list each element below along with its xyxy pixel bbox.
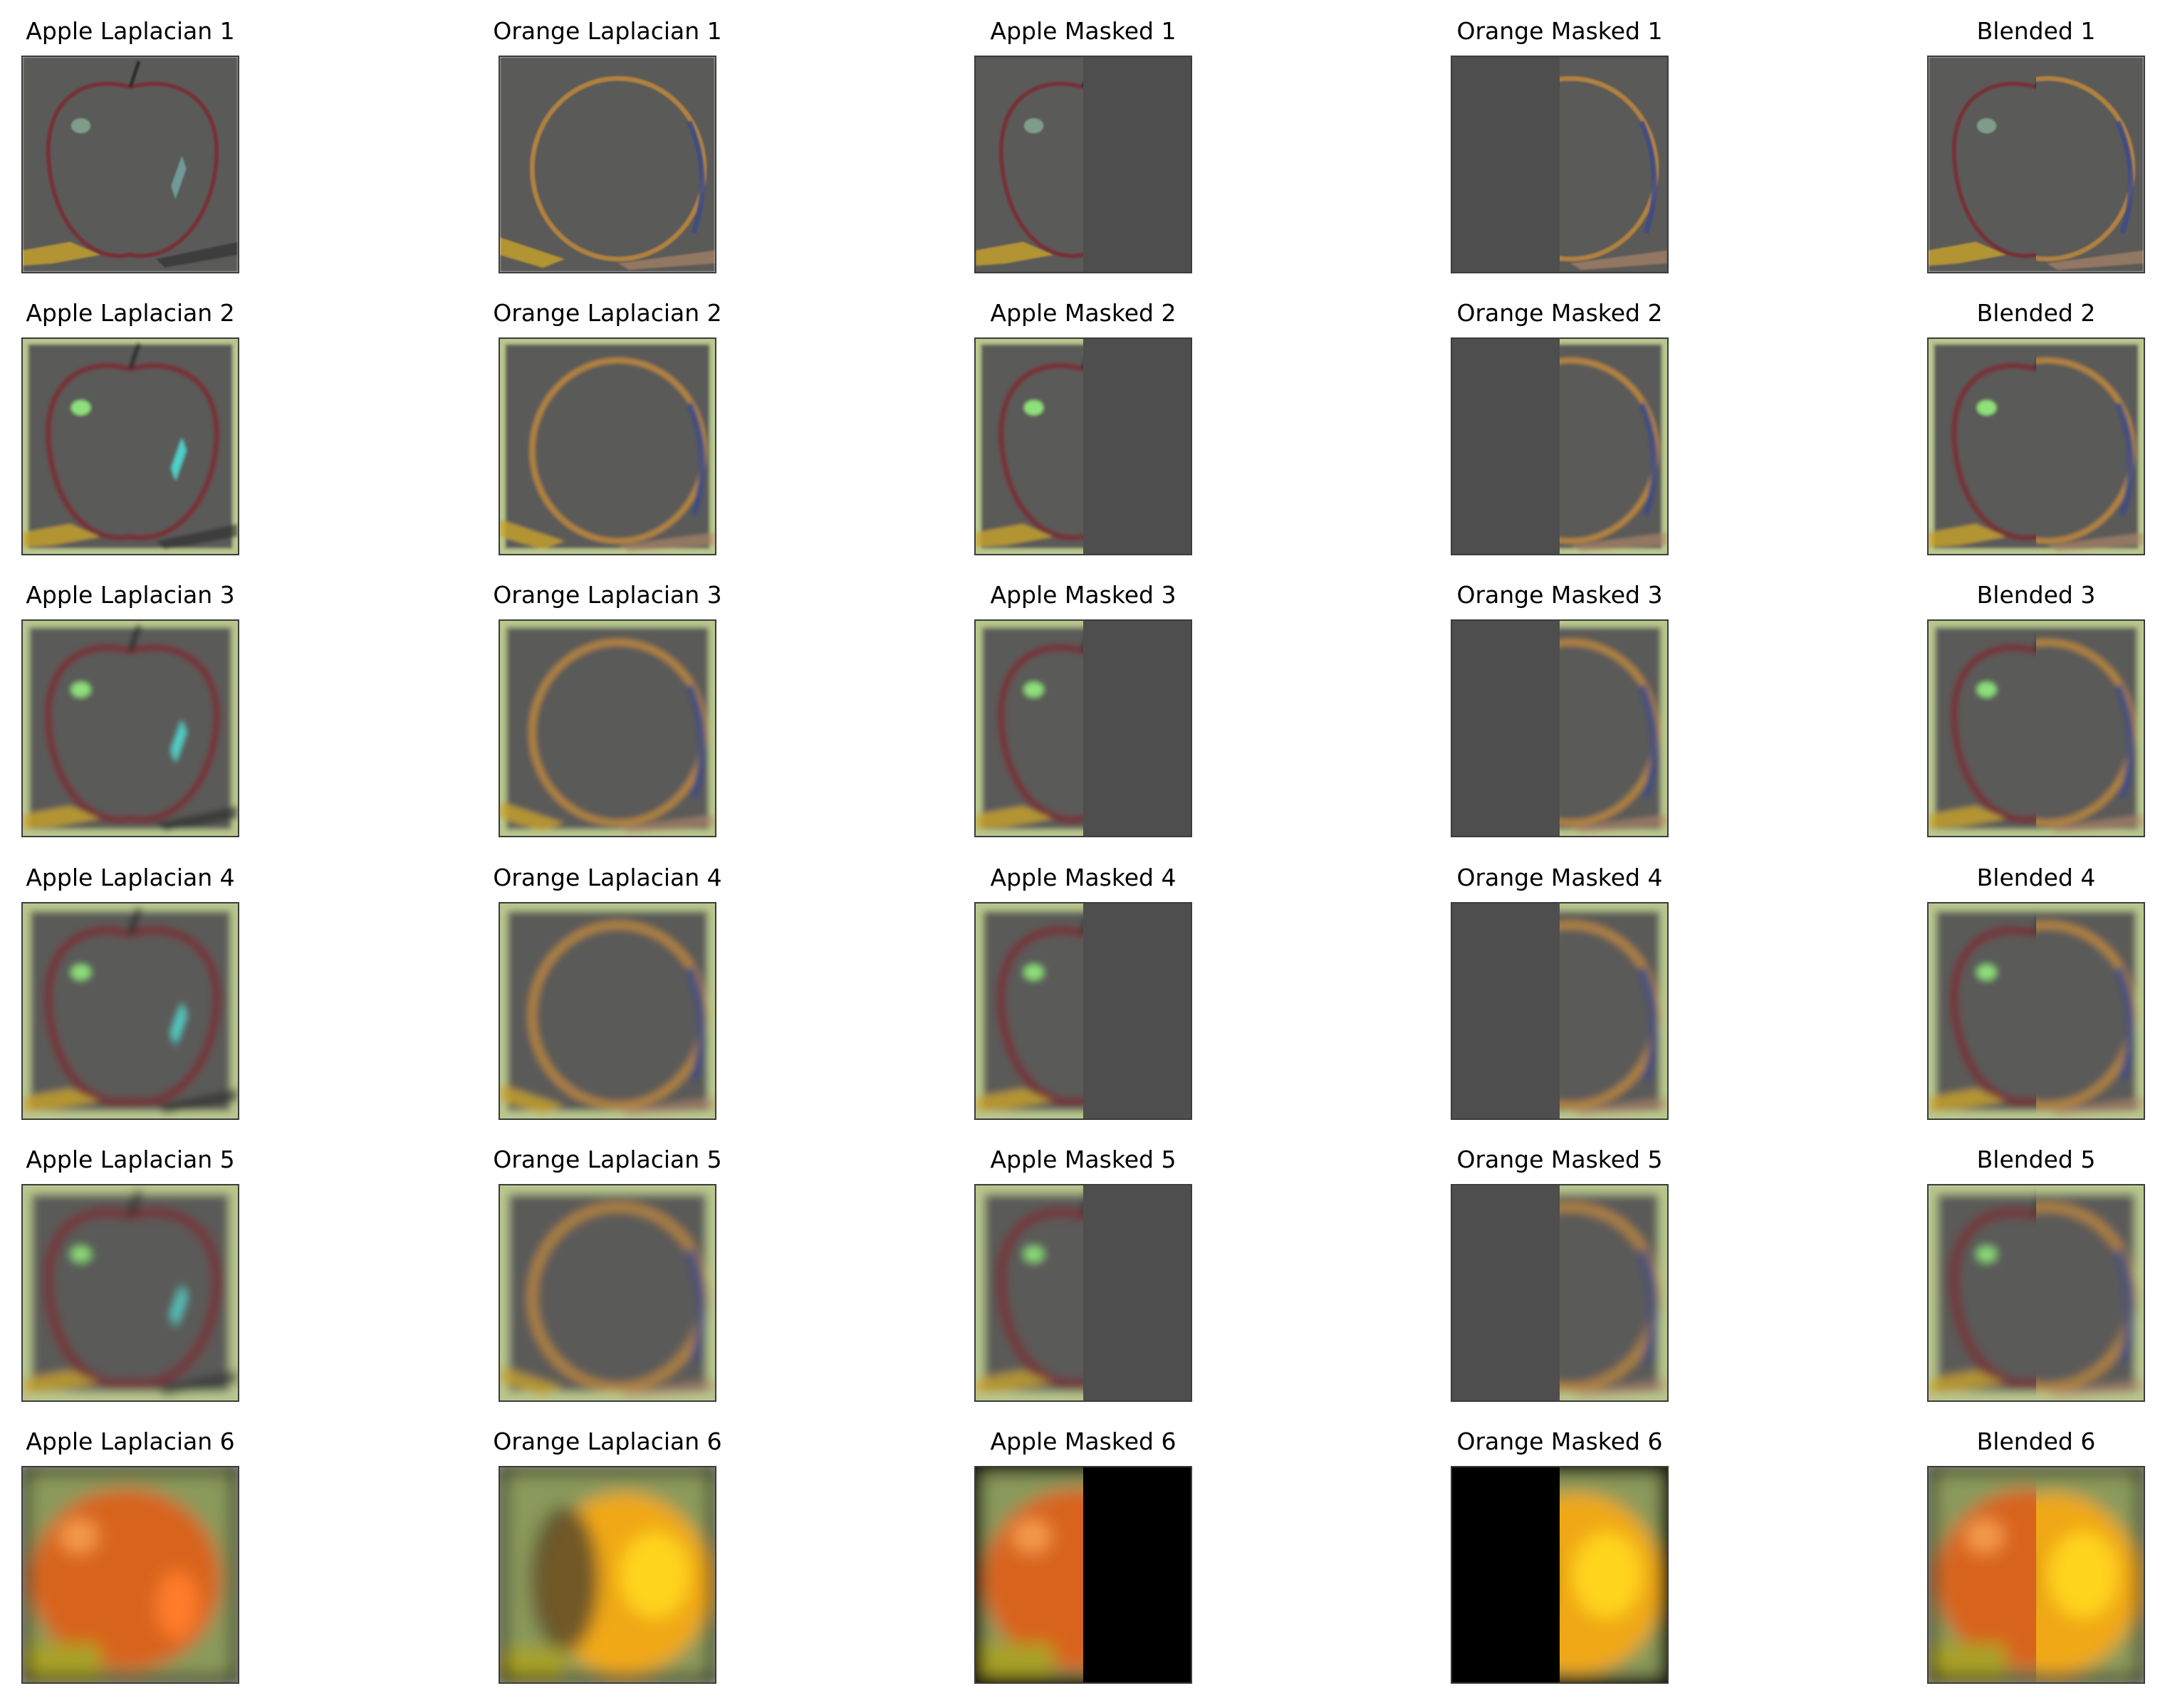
image-tile bbox=[1451, 902, 1669, 1120]
pyramid-image bbox=[500, 57, 715, 272]
panel-title: Apple Laplacian 1 bbox=[26, 17, 235, 45]
pyramid-image bbox=[500, 903, 715, 1118]
panel-title: Blended 5 bbox=[1976, 1146, 2096, 1173]
image-tile bbox=[499, 619, 716, 837]
pyramid-image bbox=[500, 339, 715, 554]
image-tile bbox=[1927, 619, 2145, 837]
pyramid-image bbox=[500, 1467, 715, 1682]
image-tile bbox=[1927, 56, 2145, 273]
panel-title: Apple Masked 4 bbox=[990, 864, 1177, 891]
image-tile bbox=[1451, 1184, 1669, 1402]
image-tile bbox=[499, 1184, 716, 1402]
panel-title: Apple Laplacian 2 bbox=[26, 299, 235, 327]
pyramid-image bbox=[1452, 1185, 1667, 1400]
image-tile bbox=[21, 1184, 239, 1402]
panel-title: Blended 4 bbox=[1976, 864, 2096, 891]
pyramid-image bbox=[1452, 1467, 1667, 1682]
pyramid-image bbox=[1929, 903, 2144, 1118]
panel-title: Blended 2 bbox=[1976, 299, 2096, 327]
panel-title: Apple Masked 6 bbox=[990, 1427, 1177, 1455]
image-tile bbox=[974, 902, 1192, 1120]
image-tile bbox=[21, 337, 239, 555]
panel-title: Orange Masked 3 bbox=[1456, 581, 1663, 609]
image-tile bbox=[974, 1184, 1192, 1402]
panel-title: Orange Laplacian 6 bbox=[493, 1427, 722, 1455]
pyramid-image bbox=[1929, 339, 2144, 554]
pyramid-image bbox=[976, 1467, 1191, 1682]
image-tile bbox=[974, 1466, 1192, 1684]
pyramid-image bbox=[1929, 57, 2144, 272]
panel-title: Orange Masked 2 bbox=[1456, 299, 1663, 327]
image-tile bbox=[1451, 1466, 1669, 1684]
pyramid-image bbox=[976, 621, 1191, 836]
panel-title: Orange Laplacian 2 bbox=[493, 299, 722, 327]
image-tile bbox=[499, 56, 716, 273]
pyramid-image bbox=[1452, 621, 1667, 836]
pyramid-image bbox=[976, 1185, 1191, 1400]
image-tile bbox=[1451, 337, 1669, 555]
panel-title: Apple Masked 3 bbox=[990, 581, 1177, 609]
panel-title: Blended 1 bbox=[1976, 17, 2096, 45]
pyramid-image bbox=[23, 339, 238, 554]
image-tile bbox=[1927, 1184, 2145, 1402]
image-tile bbox=[1451, 619, 1669, 837]
image-tile bbox=[499, 1466, 716, 1684]
panel-title: Apple Masked 1 bbox=[990, 17, 1177, 45]
image-tile bbox=[21, 619, 239, 837]
panel-title: Apple Masked 2 bbox=[990, 299, 1177, 327]
image-tile bbox=[499, 337, 716, 555]
pyramid-image bbox=[976, 57, 1191, 272]
panel-title: Apple Masked 5 bbox=[990, 1146, 1177, 1173]
panel-title: Orange Masked 4 bbox=[1456, 864, 1663, 891]
image-tile bbox=[499, 902, 716, 1120]
panel-title: Orange Laplacian 4 bbox=[493, 864, 722, 891]
pyramid-image bbox=[976, 903, 1191, 1118]
pyramid-image bbox=[1929, 621, 2144, 836]
image-tile bbox=[21, 902, 239, 1120]
panel-title: Orange Laplacian 5 bbox=[493, 1146, 722, 1173]
image-tile bbox=[974, 337, 1192, 555]
panel-title: Orange Masked 1 bbox=[1456, 17, 1663, 45]
panel-title: Blended 3 bbox=[1976, 581, 2096, 609]
pyramid-image bbox=[500, 1185, 715, 1400]
pyramid-image bbox=[1452, 57, 1667, 272]
pyramid-image bbox=[1929, 1467, 2144, 1682]
pyramid-image bbox=[976, 339, 1191, 554]
panel-title: Blended 6 bbox=[1976, 1427, 2096, 1455]
image-tile bbox=[974, 619, 1192, 837]
panel-title: Orange Laplacian 1 bbox=[493, 17, 722, 45]
panel-title: Apple Laplacian 4 bbox=[26, 864, 235, 891]
pyramid-image bbox=[1452, 339, 1667, 554]
pyramid-image bbox=[1929, 1185, 2144, 1400]
panel-title: Apple Laplacian 5 bbox=[26, 1146, 235, 1173]
pyramid-image bbox=[23, 903, 238, 1118]
panel-title: Apple Laplacian 6 bbox=[26, 1427, 235, 1455]
panel-title: Orange Masked 5 bbox=[1456, 1146, 1663, 1173]
image-tile bbox=[1451, 56, 1669, 273]
pyramid-image bbox=[23, 1467, 238, 1682]
pyramid-image bbox=[23, 621, 238, 836]
image-tile bbox=[1927, 902, 2145, 1120]
pyramid-image bbox=[23, 1185, 238, 1400]
pyramid-image bbox=[500, 621, 715, 836]
image-tile bbox=[21, 56, 239, 273]
image-tile bbox=[1927, 337, 2145, 555]
image-tile bbox=[1927, 1466, 2145, 1684]
image-tile bbox=[21, 1466, 239, 1684]
panel-title: Orange Laplacian 3 bbox=[493, 581, 722, 609]
panel-title: Orange Masked 6 bbox=[1456, 1427, 1663, 1455]
image-tile bbox=[974, 56, 1192, 273]
pyramid-image bbox=[1452, 903, 1667, 1118]
pyramid-image bbox=[23, 57, 238, 272]
panel-title: Apple Laplacian 3 bbox=[26, 581, 235, 609]
